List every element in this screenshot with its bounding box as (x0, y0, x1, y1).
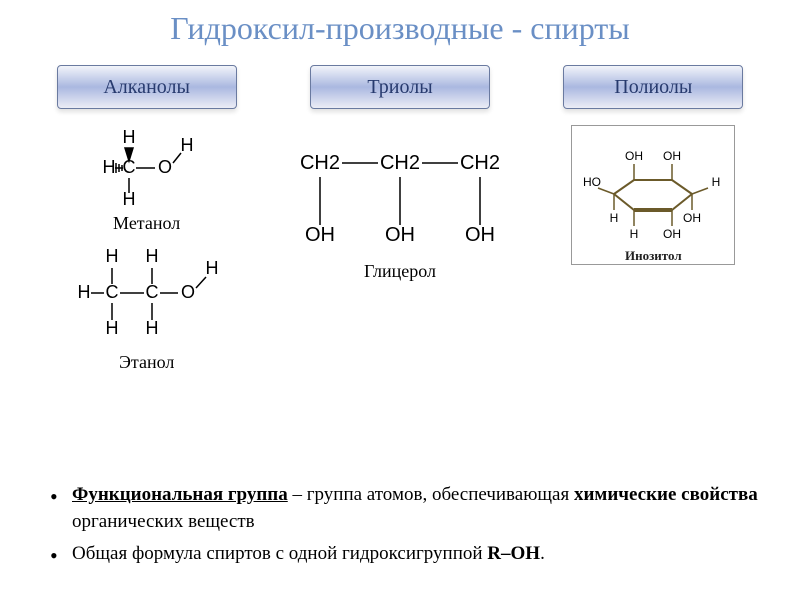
svg-text:H: H (610, 211, 619, 225)
svg-text:OH: OH (305, 224, 335, 246)
pill-alkanols: Алканолы (57, 65, 237, 109)
svg-text:CH2: CH2 (460, 152, 500, 174)
glycerol-structure: CH2 CH2 CH2 OH OH OH (280, 141, 520, 251)
svg-text:H: H (102, 157, 115, 177)
bullet-list: Функциональная группа – группа атомов, о… (50, 482, 770, 574)
svg-text:CH2: CH2 (380, 152, 420, 174)
svg-text:O: O (181, 282, 195, 302)
methanol-label: Метанол (113, 213, 180, 234)
svg-text:H: H (105, 318, 118, 338)
svg-text:CH2: CH2 (300, 152, 340, 174)
svg-text:H: H (122, 127, 135, 147)
bullet-2: Общая формула спиртов с одной гидроксигр… (50, 541, 770, 568)
svg-text:OH: OH (663, 227, 681, 241)
svg-text:OH: OH (683, 211, 701, 225)
column-polyols: Полиолы (533, 65, 773, 373)
svg-text:H: H (145, 318, 158, 338)
svg-text:OH: OH (625, 149, 643, 163)
ethanol-structure: H H H C H H C O H (62, 240, 232, 350)
pill-triols: Триолы (310, 65, 490, 109)
svg-text:H: H (77, 282, 90, 302)
glycerol-label: Глицерол (364, 261, 436, 282)
inositol-label: Инозитол (625, 248, 682, 264)
svg-text:H: H (145, 246, 158, 266)
svg-text:OH: OH (663, 149, 681, 163)
svg-text:C: C (145, 282, 158, 302)
molecule-methanol: H H H C O H (87, 121, 207, 234)
svg-text:H: H (105, 246, 118, 266)
inositol-structure: OH OH HO H H OH H OH (578, 130, 728, 250)
svg-text:OH: OH (385, 224, 415, 246)
columns-row: Алканолы H H H C O H (0, 65, 800, 373)
svg-text:H: H (712, 175, 721, 189)
svg-text:OH: OH (465, 224, 495, 246)
methanol-structure: H H H C O H (87, 121, 207, 211)
column-alkanols: Алканолы H H H C O H (27, 65, 267, 373)
slide-title: Гидроксил-производные - спирты (0, 0, 800, 47)
molecule-inositol: OH OH HO H H OH H OH Инозитол (571, 125, 735, 265)
ethanol-label: Этанол (119, 352, 174, 373)
svg-text:HO: HO (583, 175, 601, 189)
svg-text:H: H (205, 258, 218, 278)
svg-text:O: O (158, 157, 172, 177)
pill-polyols: Полиолы (563, 65, 743, 109)
svg-text:H: H (180, 135, 193, 155)
svg-text:C: C (105, 282, 118, 302)
bullet-1: Функциональная группа – группа атомов, о… (50, 482, 770, 535)
molecule-ethanol: H H H C H H C O H (62, 240, 232, 373)
molecule-glycerol: CH2 CH2 CH2 OH OH OH Глицерол (280, 141, 520, 282)
column-triols: Триолы CH2 CH2 CH2 OH OH OH (280, 65, 520, 373)
svg-text:H: H (630, 227, 639, 241)
